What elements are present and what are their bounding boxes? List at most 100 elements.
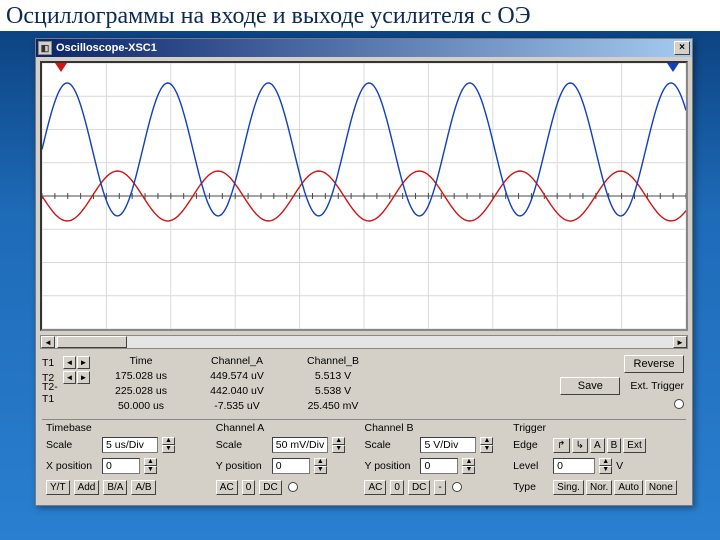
- trigger-edge-0[interactable]: ↱: [553, 438, 569, 453]
- tb-scale-down[interactable]: ▼: [162, 445, 175, 453]
- tb-xpos-up[interactable]: ▲: [144, 458, 157, 466]
- cha-coupling-2[interactable]: DC: [259, 480, 281, 495]
- chb-t2: 5.538 V: [288, 385, 378, 400]
- trigger-type-0[interactable]: Sing.: [553, 480, 584, 495]
- chb-coupling-buttons: AC 0 DC-: [364, 478, 505, 496]
- trigger-level-unit: V: [616, 460, 623, 472]
- oscilloscope-window: ◧ Oscilloscope-XSC1 × ◄ ► T1 ◄ ►: [35, 38, 693, 506]
- chb-coupling-2[interactable]: DC: [408, 480, 430, 495]
- chb-scale-up[interactable]: ▲: [480, 437, 493, 445]
- cursor-marker-t1[interactable]: [55, 63, 67, 72]
- trigger-edge-1[interactable]: ↳: [572, 438, 588, 453]
- control-panel: T1 ◄ ► T2 ◄ ► T2-T1 Time 175.028: [36, 351, 692, 505]
- cha-coupling-buttons: AC 0DC: [216, 478, 357, 496]
- cha-coupling-0[interactable]: AC: [216, 480, 238, 495]
- time-readout: Time 175.028 us 225.028 us 50.000 us: [96, 355, 186, 415]
- chb-ypos-up[interactable]: ▲: [462, 458, 475, 466]
- cha-dt: -7.535 uV: [192, 400, 282, 415]
- reverse-button[interactable]: Reverse: [624, 355, 684, 373]
- cha-scale-up[interactable]: ▲: [332, 437, 345, 445]
- trigger-edge-4[interactable]: Ext: [623, 438, 645, 453]
- scroll-thumb[interactable]: [57, 336, 127, 348]
- trigger-level-label: Level: [513, 460, 549, 472]
- cursor-dt-label: T2-T1: [42, 381, 64, 405]
- scope-canvas: [42, 63, 686, 329]
- cha-header: Channel_A: [192, 355, 282, 370]
- channel-b-section: Channel B Scale 5 V/Div ▲▼ Y position 0 …: [360, 419, 509, 499]
- timebase-mode-2[interactable]: B/A: [103, 480, 127, 495]
- timebase-mode-0[interactable]: Y/T: [46, 480, 70, 495]
- cursor-readout-row: T1 ◄ ► T2 ◄ ► T2-T1 Time 175.028: [42, 355, 686, 415]
- timebase-scale-field[interactable]: 5 us/Div: [102, 437, 158, 453]
- trigger-edge-2[interactable]: A: [590, 438, 605, 453]
- save-button[interactable]: Save: [560, 377, 620, 395]
- t2-right-button[interactable]: ►: [77, 371, 90, 384]
- cha-jack[interactable]: [288, 482, 298, 492]
- chb-coupling-1[interactable]: 0: [390, 480, 404, 495]
- timebase-mode-1[interactable]: Add: [74, 480, 100, 495]
- cha-t2: 442.040 uV: [192, 385, 282, 400]
- time-dt: 50.000 us: [96, 400, 186, 415]
- time-header: Time: [96, 355, 186, 370]
- app-icon: ◧: [38, 41, 52, 55]
- cursor-marker-t2[interactable]: [667, 63, 679, 72]
- scroll-right-button[interactable]: ►: [673, 336, 687, 348]
- chb-title: Channel B: [364, 422, 505, 434]
- close-button[interactable]: ×: [674, 41, 690, 55]
- trigger-edge-3[interactable]: B: [607, 438, 622, 453]
- tb-xpos-down[interactable]: ▼: [144, 466, 157, 474]
- cha-t1: 449.574 uV: [192, 370, 282, 385]
- horizontal-scrollbar[interactable]: ◄ ►: [40, 335, 688, 349]
- timebase-section: Timebase Scale 5 us/Div ▲▼ X position 0 …: [42, 419, 212, 499]
- chb-readout: Channel_B 5.513 V 5.538 V 25.450 mV: [288, 355, 378, 415]
- trigger-edge-label: Edge: [513, 439, 549, 451]
- timebase-mode-buttons: Y/T AddB/A A/B: [46, 478, 208, 496]
- tb-scale-up[interactable]: ▲: [162, 437, 175, 445]
- timebase-title: Timebase: [46, 422, 208, 434]
- timebase-xpos-field[interactable]: 0: [102, 458, 140, 474]
- window-title: Oscilloscope-XSC1: [56, 42, 674, 54]
- chb-header: Channel_B: [288, 355, 378, 370]
- scroll-track[interactable]: [55, 336, 673, 348]
- cha-ypos-field[interactable]: 0: [272, 458, 310, 474]
- trig-level-up[interactable]: ▲: [599, 458, 612, 466]
- cha-coupling-1[interactable]: 0: [242, 480, 256, 495]
- chb-ypos-down[interactable]: ▼: [462, 466, 475, 474]
- trigger-level-field[interactable]: 0: [553, 458, 595, 474]
- ext-trigger-label: Ext. Trigger: [630, 380, 684, 392]
- slide-title: Осциллограммы на входе и выходе усилител…: [0, 0, 720, 31]
- chb-scale-down[interactable]: ▼: [480, 445, 493, 453]
- trigger-type-label: Type: [513, 481, 549, 493]
- settings-sections: Timebase Scale 5 us/Div ▲▼ X position 0 …: [42, 419, 686, 499]
- cha-scale-field[interactable]: 50 mV/Div: [272, 437, 328, 453]
- cha-ypos-label: Y position: [216, 460, 268, 472]
- cha-scale-down[interactable]: ▼: [332, 445, 345, 453]
- titlebar[interactable]: ◧ Oscilloscope-XSC1 ×: [36, 39, 692, 57]
- ext-trigger-jack[interactable]: [674, 399, 684, 409]
- cha-ypos-up[interactable]: ▲: [314, 458, 327, 466]
- cha-readout: Channel_A 449.574 uV 442.040 uV -7.535 u…: [192, 355, 282, 415]
- timebase-mode-3[interactable]: A/B: [131, 480, 155, 495]
- cursor-t1-label: T1: [42, 357, 63, 369]
- chb-coupling-0[interactable]: AC: [364, 480, 386, 495]
- waveform-display[interactable]: [40, 61, 688, 331]
- timebase-xpos-label: X position: [46, 460, 98, 472]
- trigger-type-3[interactable]: None: [645, 480, 677, 495]
- t2-left-button[interactable]: ◄: [63, 371, 76, 384]
- chb-ypos-field[interactable]: 0: [420, 458, 458, 474]
- scroll-left-button[interactable]: ◄: [41, 336, 55, 348]
- chb-jack[interactable]: [452, 482, 462, 492]
- trigger-edge-buttons: ↱↳ABExt: [553, 438, 646, 453]
- channel-a-section: Channel A Scale 50 mV/Div ▲▼ Y position …: [212, 419, 361, 499]
- t1-right-button[interactable]: ►: [77, 356, 90, 369]
- chb-scale-field[interactable]: 5 V/Div: [420, 437, 476, 453]
- cursor-labels: T1 ◄ ► T2 ◄ ► T2-T1: [42, 355, 90, 400]
- cha-ypos-down[interactable]: ▼: [314, 466, 327, 474]
- trigger-type-1[interactable]: Nor.: [586, 480, 612, 495]
- chb-coupling-3[interactable]: -: [434, 480, 445, 495]
- trig-level-down[interactable]: ▼: [599, 466, 612, 474]
- t1-left-button[interactable]: ◄: [63, 356, 76, 369]
- trigger-type-2[interactable]: Auto: [614, 480, 643, 495]
- time-t1: 175.028 us: [96, 370, 186, 385]
- chb-scale-label: Scale: [364, 439, 416, 451]
